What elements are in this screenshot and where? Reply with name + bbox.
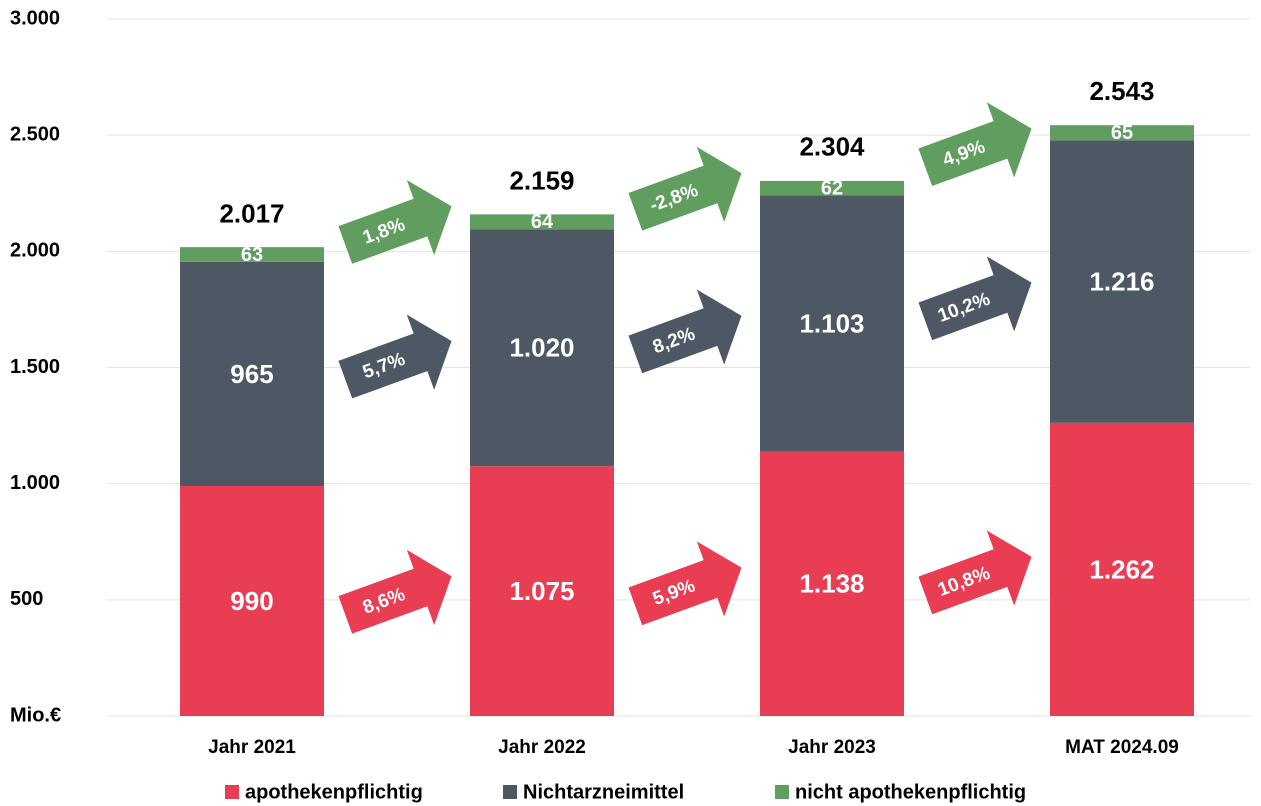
growth-arrow: -2,8% (628, 146, 742, 231)
legend-label: Nichtarzneimittel (523, 781, 684, 803)
y-tick-label: 500 (10, 588, 43, 610)
x-tick-label: Jahr 2021 (208, 737, 296, 758)
arrow-shape (628, 146, 742, 231)
segment-label: 1.020 (509, 333, 574, 363)
arrow-shape (338, 549, 452, 634)
x-tick-label: Jahr 2022 (498, 737, 586, 758)
x-tick-label: Jahr 2023 (788, 737, 876, 758)
arrow-shape (918, 102, 1032, 187)
growth-arrow: 5,9% (628, 541, 742, 626)
bar-segment (760, 451, 904, 716)
bar-segment (760, 180, 904, 196)
arrow-shape (628, 289, 742, 374)
segment-label: 1.262 (1089, 554, 1154, 584)
y-tick-label: 2.500 (10, 123, 60, 145)
bar-segment (180, 261, 324, 486)
arrow-shape (338, 314, 452, 399)
segment-label: 1.216 (1089, 266, 1154, 296)
total-label: 2.543 (1089, 76, 1154, 106)
arrow-shape (918, 256, 1032, 341)
bar-segment (1050, 125, 1194, 141)
segment-label: 1.075 (509, 576, 574, 606)
total-label: 2.304 (799, 132, 865, 162)
y-tick-label: 2.000 (10, 240, 60, 262)
segment-label: 1.103 (799, 308, 864, 338)
total-label: 2.017 (219, 198, 284, 228)
y-tick-label: 3.000 (10, 7, 60, 29)
legend-label: apothekenpflichtig (245, 781, 423, 803)
segment-label: 965 (230, 359, 273, 389)
legend-swatch (775, 785, 789, 799)
y-tick-label: Mio.€ (10, 704, 61, 726)
y-tick-label: 1.000 (10, 472, 60, 494)
segment-label: 64 (531, 211, 554, 233)
segment-label: 1.138 (799, 569, 864, 599)
growth-arrow: 4,9% (918, 102, 1032, 187)
bar-segment (180, 247, 324, 262)
bar-segment (470, 466, 614, 716)
growth-arrow: 1,8% (338, 180, 452, 264)
arrow-shape (338, 180, 452, 264)
segment-label: 990 (230, 586, 273, 616)
growth-arrow: 10,8% (918, 530, 1032, 615)
growth-arrow: 8,2% (628, 289, 742, 374)
legend-swatch (503, 785, 517, 799)
arrow-shape (628, 541, 742, 626)
bar-segment (470, 229, 614, 467)
arrow-shape (918, 530, 1032, 615)
segment-label: 62 (821, 177, 843, 199)
total-label: 2.159 (509, 165, 574, 195)
bar-segment (1050, 140, 1194, 423)
legend-swatch (225, 785, 239, 799)
bar-segment (760, 195, 904, 452)
bar-segment (1050, 422, 1194, 716)
bar-segment (180, 485, 324, 716)
y-tick-label: 1.500 (10, 356, 60, 378)
growth-arrow: 8,6% (338, 549, 452, 634)
segment-label: 65 (1111, 122, 1133, 144)
bar-segment (470, 214, 614, 230)
segment-label: 63 (241, 244, 263, 266)
x-tick-label: MAT 2024.09 (1065, 737, 1179, 758)
growth-arrow: 5,7% (338, 314, 452, 399)
growth-arrow: 10,2% (918, 256, 1032, 341)
legend-label: nicht apothekenpflichtig (795, 781, 1026, 803)
